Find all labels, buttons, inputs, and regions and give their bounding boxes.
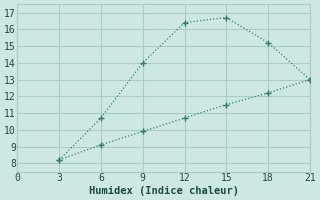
X-axis label: Humidex (Indice chaleur): Humidex (Indice chaleur) <box>89 186 239 196</box>
